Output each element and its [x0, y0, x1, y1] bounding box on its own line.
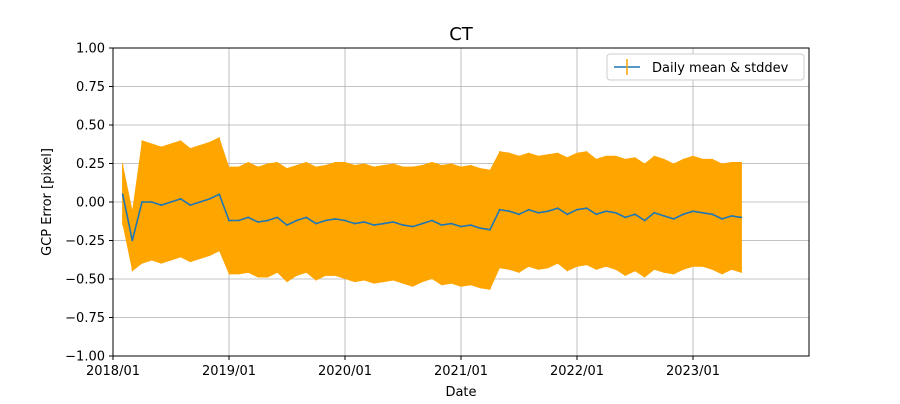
- mean-point: [624, 216, 627, 219]
- y-tick-label: −1.00: [65, 350, 105, 365]
- mean-point: [469, 224, 472, 227]
- y-tick-label: 0.75: [76, 80, 105, 95]
- y-tick-label: −0.75: [65, 311, 105, 326]
- x-axis-label: Date: [445, 385, 476, 400]
- mean-point: [711, 213, 714, 216]
- mean-point: [585, 207, 588, 210]
- y-tick-label: −0.25: [65, 234, 105, 249]
- mean-point: [489, 228, 491, 231]
- mean-point: [334, 218, 337, 220]
- y-tick-label: 1.00: [76, 42, 105, 57]
- mean-point: [701, 211, 704, 214]
- mean-point: [286, 224, 288, 227]
- mean-point: [247, 216, 250, 219]
- mean-point: [131, 239, 134, 242]
- mean-point: [170, 201, 172, 203]
- mean-point: [605, 210, 607, 213]
- mean-point: [344, 219, 346, 222]
- mean-point: [730, 214, 733, 217]
- mean-point: [228, 219, 230, 222]
- mean-point: [402, 224, 404, 227]
- mean-point: [257, 221, 259, 223]
- mean-point: [556, 207, 559, 210]
- mean-point: [276, 216, 279, 219]
- mean-group: [121, 193, 743, 242]
- mean-point: [363, 221, 366, 223]
- mean-point: [141, 201, 143, 203]
- mean-point: [595, 213, 598, 216]
- mean-point: [537, 211, 540, 214]
- x-tick-label: 2022/01: [550, 364, 604, 379]
- y-tick-label: −0.50: [65, 273, 105, 288]
- mean-point: [692, 210, 694, 213]
- y-tick-label: 0.50: [76, 119, 105, 134]
- y-tick-label: 0.00: [76, 196, 105, 211]
- mean-point: [208, 198, 211, 200]
- mean-point: [721, 218, 723, 220]
- mean-point: [740, 216, 743, 219]
- y-axis-label: GCP Error [pixel]: [40, 148, 55, 256]
- mean-point: [431, 219, 433, 222]
- mean-point: [498, 208, 501, 211]
- mean-point: [382, 222, 385, 225]
- mean-point: [237, 219, 240, 222]
- mean-point: [653, 211, 656, 214]
- tick-layer: 1.00 0.75 0.50 0.25 0.00 −0.25 −0.50 −0.75 −1.00…: [65, 42, 720, 380]
- mean-point: [672, 218, 675, 220]
- x-tick-label: 2019/01: [202, 364, 256, 379]
- mean-point: [508, 210, 511, 213]
- x-tick-label: 2021/01: [434, 364, 488, 379]
- mean-point: [324, 219, 327, 222]
- mean-point: [643, 219, 646, 222]
- mean-point: [218, 193, 221, 196]
- x-tick-label: 2023/01: [666, 364, 720, 379]
- mean-point: [189, 204, 192, 206]
- mean-point: [392, 221, 395, 223]
- mean-point: [150, 201, 153, 203]
- mean-point: [121, 193, 124, 196]
- x-tick-label: 2018/01: [86, 364, 140, 379]
- y-tick-label: 0.25: [76, 157, 105, 172]
- mean-point: [440, 224, 443, 227]
- mean-point: [518, 213, 520, 216]
- mean-point: [547, 210, 549, 213]
- x-tick-label: 2020/01: [318, 364, 372, 379]
- mean-point: [353, 222, 356, 225]
- mean-point: [421, 222, 424, 225]
- chart-title: CT: [449, 24, 474, 45]
- legend: Daily mean & stddev: [606, 53, 805, 81]
- mean-point: [411, 225, 414, 228]
- mean-point: [576, 208, 578, 211]
- mean-point: [663, 214, 665, 217]
- mean-point: [566, 213, 569, 216]
- mean-point: [315, 222, 317, 225]
- mean-point: [527, 208, 530, 211]
- mean-point: [479, 227, 482, 230]
- mean-point: [460, 225, 462, 228]
- mean-point: [160, 204, 163, 206]
- mean-point: [373, 224, 375, 227]
- mean-point: [450, 222, 453, 225]
- mean-point: [682, 213, 685, 216]
- data-layer: [121, 137, 743, 290]
- mean-point: [295, 219, 298, 222]
- mean-point: [199, 201, 201, 203]
- mean-point: [179, 198, 182, 200]
- mean-point: [266, 219, 269, 222]
- mean-point: [634, 213, 636, 216]
- legend-label: Daily mean & stddev: [652, 61, 789, 76]
- mean-point: [305, 216, 308, 219]
- legend-box: [606, 53, 805, 81]
- mean-point: [614, 211, 617, 214]
